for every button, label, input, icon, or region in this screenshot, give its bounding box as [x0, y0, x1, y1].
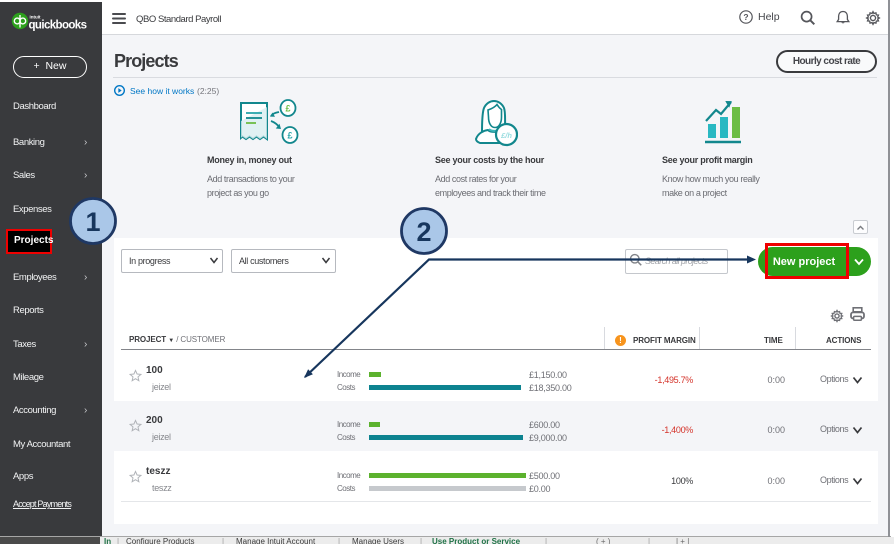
svg-text:?: ?: [743, 12, 748, 22]
svg-text:intuit: intuit: [30, 15, 41, 20]
svg-text:2: 2: [416, 217, 431, 247]
svg-text:£: £: [285, 104, 290, 114]
svg-text:quickbooks: quickbooks: [29, 20, 87, 32]
svg-text:£/h: £/h: [500, 131, 512, 140]
svg-text:£: £: [287, 131, 292, 141]
svg-text:1: 1: [85, 207, 100, 237]
